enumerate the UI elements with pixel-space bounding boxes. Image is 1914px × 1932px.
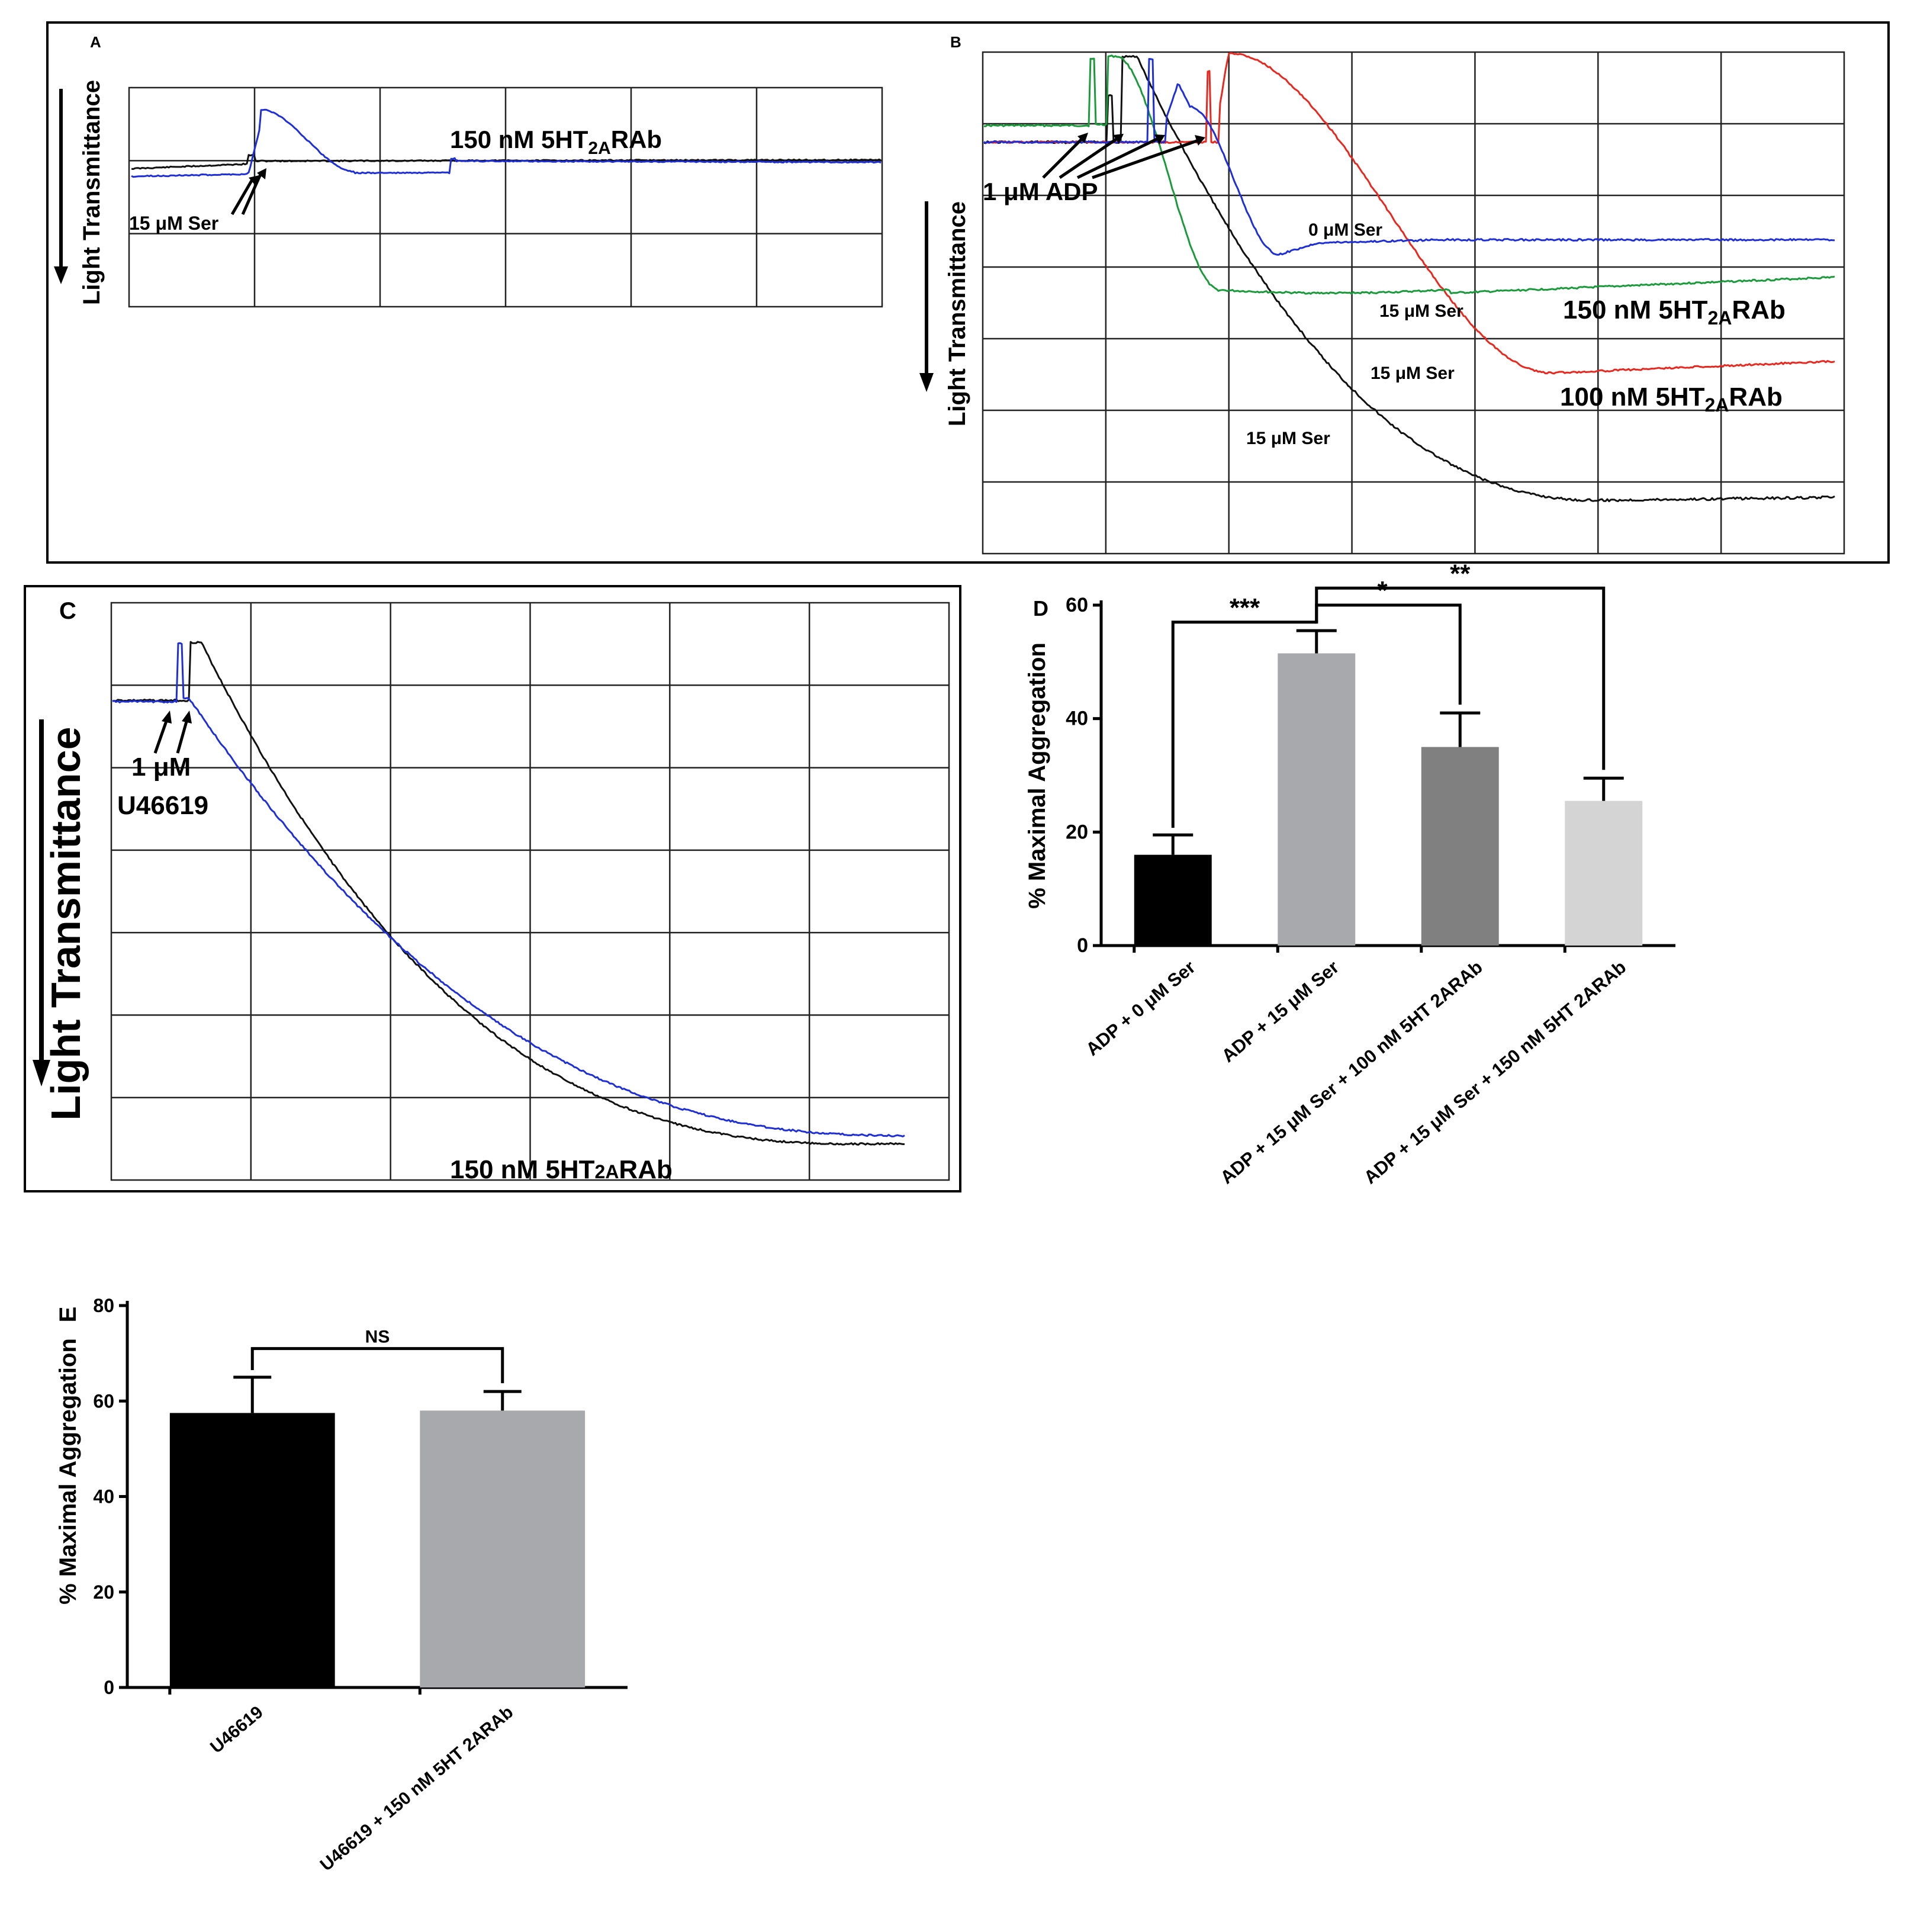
panel-d-significance-label: *** — [1230, 593, 1260, 622]
panel-b-agonist-arrows — [1042, 133, 1205, 179]
panel-d-letter: D — [1033, 596, 1048, 621]
panel-b-letter: B — [950, 33, 961, 51]
panel-d-ytick-label: 0 — [1077, 934, 1088, 957]
panel-b-label-15ser-green: 15 μM Ser — [1379, 301, 1463, 321]
panel-c-letter: C — [59, 598, 76, 624]
panel-e-ytick-label: 80 — [93, 1295, 114, 1316]
panel-d-category-label: ADP + 15 μM Ser + 100 nM 5HT 2ARAb — [1216, 957, 1486, 1188]
panel-c-trace-blue — [112, 642, 905, 1137]
panel-c-agonist-line2: U46619 — [117, 791, 208, 820]
panel-d: D % Maximal Aggregation 0 20 40 60 ADP + 0 μ… — [1024, 559, 1675, 1188]
panel-d-ytick-label: 40 — [1066, 708, 1088, 730]
panel-b-ylabel: Light Transmittance — [944, 201, 970, 426]
panel-b-ylabel-group: Light Transmittance — [944, 201, 970, 426]
panel-c-annotation-sub: 2A — [595, 1161, 619, 1182]
panel-a-ylabel-group: Light Transmittance — [79, 80, 105, 305]
panel-b-down-arrow — [919, 201, 934, 392]
panel-b-label-0ser: 0 μM Ser — [1308, 220, 1382, 240]
panel-d-significance-label: * — [1377, 576, 1388, 605]
panel-d-ytick-label: 60 — [1066, 594, 1088, 616]
panel-b-trace-blue — [983, 58, 1835, 256]
panel-a-annotation-sub: 2A — [588, 139, 610, 158]
panel-c-frame — [24, 585, 961, 1192]
panel-d-category-label: ADP + 0 μM Ser — [1082, 957, 1199, 1060]
panel-c-down-arrow — [33, 719, 50, 1086]
panel-a-agonist-label: 15 μM Ser — [129, 213, 218, 234]
panel-c-annotation-main: 150 nM 5HT — [450, 1155, 595, 1184]
panel-ab-frame — [46, 21, 1890, 564]
panel-b-trace-green — [983, 54, 1835, 295]
panel-d-significance-label: ** — [1450, 559, 1471, 588]
panel-e-category-label: U46619 — [207, 1702, 267, 1757]
panel-b-label-150-sub: 2A — [1708, 307, 1732, 329]
panel-c-ylabel: Light Transmittance — [43, 726, 89, 1120]
panel-a-annotation-main: 150 nM 5HT — [450, 126, 588, 153]
panel-e-ytick-label: 40 — [93, 1486, 114, 1507]
panel-d-significance-bracket — [1315, 586, 1606, 770]
panel-e-category-label: U46619 + 150 nM 5HT 2ARAb — [317, 1702, 517, 1875]
panel-d-ylabel: % Maximal Aggregation — [1024, 642, 1050, 909]
panel-b-label-15ser-black: 15 μM Ser — [1246, 429, 1330, 448]
panel-b-grid — [983, 52, 1844, 554]
panel-a: A Light Transmittance 150 nM 5HT2ARAb 15… — [54, 33, 883, 308]
panel-e-ytick-label: 0 — [104, 1677, 114, 1698]
panel-c-agonist-arrows — [153, 711, 192, 754]
panel-e-significance-bracket — [250, 1347, 504, 1384]
panel-c-agonist-line1: 1 μM — [131, 753, 191, 782]
panel-b-label-150: 150 nM 5HT2ARAb — [1563, 295, 1786, 329]
panel-b: B Light Transmittance 1 μM ADP 0 μM Ser … — [919, 33, 1845, 555]
panel-b-label-150-suffix: RAb — [1732, 295, 1785, 324]
panel-d-bar — [1278, 653, 1356, 946]
panel-a-trace-blue — [131, 108, 882, 178]
panel-d-category-label: ADP + 15 μM Ser + 150 nM 5HT 2ARAb — [1360, 957, 1630, 1188]
panel-b-label-15ser-red: 15 μM Ser — [1371, 364, 1455, 383]
panel-a-agonist-arrows — [230, 168, 266, 216]
panel-e: % Maximal Aggregation E 0 20 40 60 80 U46619 U… — [55, 1295, 628, 1875]
panel-d-ytick-label: 20 — [1066, 821, 1088, 843]
panel-e-ytick-label: 20 — [93, 1581, 114, 1603]
panel-e-significance-label: NS — [365, 1327, 390, 1347]
panel-a-ylabel: Light Transmittance — [79, 80, 105, 305]
panel-e-ylabel: % Maximal Aggregation — [55, 1338, 81, 1605]
panel-c-annotation-suffix: RAb — [619, 1155, 672, 1184]
panel-d-bar — [1134, 854, 1212, 946]
panel-b-label-100-suffix: RAb — [1729, 382, 1782, 412]
panel-c-trace-black — [112, 641, 905, 1146]
panel-d-plot: 0 20 40 60 ADP + 0 μM Ser ADP + 15 μM SerADP … — [1066, 559, 1675, 1188]
panel-b-trace-black — [983, 54, 1835, 503]
panel-c-ylabel-group: Light Transmittance — [43, 726, 89, 1120]
panel-a-annotation-suffix: RAb — [611, 126, 662, 153]
panel-e-plot: 0 20 40 60 80 U46619 U46619 + 150 nM 5HT 2ARAb… — [93, 1295, 628, 1875]
panel-b-label-100-sub: 2A — [1705, 394, 1729, 416]
panel-b-grid-frame — [982, 51, 1845, 555]
panel-a-letter: A — [90, 33, 101, 51]
panel-e-bar — [169, 1413, 335, 1687]
panel-d-ylabel-group: % Maximal Aggregation — [1024, 642, 1050, 909]
panel-b-agonist-label: 1 μM ADP — [983, 178, 1098, 205]
panel-c-grid — [111, 603, 949, 1180]
panel-d-bar — [1421, 747, 1499, 946]
panel-e-ytick-label: 60 — [93, 1390, 114, 1412]
panel-d-bar — [1565, 801, 1643, 946]
panel-b-label-150-main: 150 nM 5HT — [1563, 295, 1708, 324]
panel-e-ylabel-group: % Maximal Aggregation — [55, 1338, 81, 1605]
panel-c: C Light Transmittance 1 μM U46619 150 nM… — [24, 585, 961, 1192]
panel-e-bar — [420, 1410, 586, 1687]
panel-e-letter-group: E — [55, 1307, 81, 1323]
panel-d-category-label: ADP + 15 μM Ser — [1218, 957, 1343, 1066]
panel-c-annotation: 150 nM 5HT2ARAb — [450, 1155, 673, 1184]
panel-b-label-100: 100 nM 5HT2ARAb — [1560, 382, 1783, 416]
panel-e-letter: E — [55, 1307, 81, 1323]
panel-b-label-100-main: 100 nM 5HT — [1560, 382, 1705, 412]
panel-a-annotation: 150 nM 5HT2ARAb — [450, 126, 662, 158]
panel-a-down-arrow — [54, 89, 68, 284]
